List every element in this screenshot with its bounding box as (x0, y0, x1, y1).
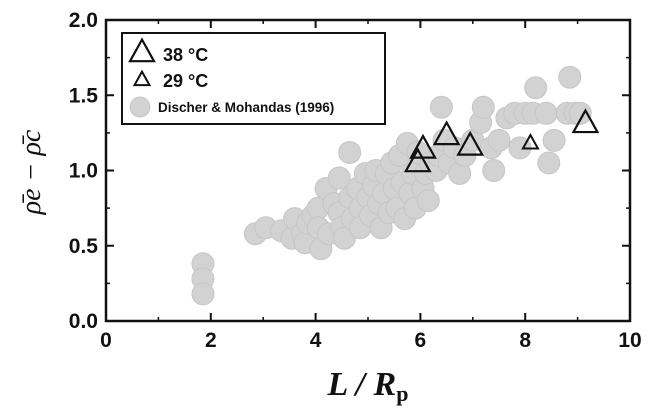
x-tick-label: 4 (310, 329, 322, 352)
data-point-discher-mohandas (542, 128, 566, 152)
y-tick-label: 1.5 (69, 84, 99, 107)
y-tick-label: 1.0 (69, 160, 98, 183)
legend-marker-29c (132, 69, 152, 87)
data-point-29c (521, 132, 540, 150)
data-point-discher-mohandas (537, 151, 561, 175)
y-tick-label: 0.5 (69, 235, 99, 258)
legend: 38 °C 29 °C Discher & Mohandas (1996) (121, 32, 386, 125)
data-point-discher-mohandas (482, 159, 506, 182)
data-point-discher-mohandas (524, 76, 548, 100)
legend-box (121, 32, 386, 125)
legend-marker-38c (128, 37, 156, 63)
data-point-discher-mohandas (416, 189, 440, 213)
x-tick-label: 6 (415, 329, 427, 352)
data-point-discher-mohandas (191, 282, 215, 306)
x-axis-label: L / Rp (327, 366, 409, 406)
x-tick-label: 8 (519, 329, 531, 352)
data-point-discher-mohandas (327, 166, 351, 190)
data-point-38c (571, 108, 600, 134)
data-point-discher-mohandas (487, 128, 511, 152)
axis-labels: L / Rp ρ̄e − ρ̄c (16, 129, 408, 406)
legend-label-29c: 29 °C (163, 71, 208, 91)
data-point-discher-mohandas (534, 101, 558, 125)
y-tick-label: 0.0 (69, 310, 98, 333)
legend-label-38c: 38 °C (163, 45, 208, 65)
data-point-discher-mohandas (338, 140, 362, 164)
x-tick-label: 0 (100, 329, 112, 352)
legend-marker-discher-mohandas (129, 96, 151, 118)
data-point-discher-mohandas (471, 95, 495, 119)
data-point-discher-mohandas (558, 65, 582, 89)
data-point-38c (456, 130, 485, 156)
ticks-layer: 0 2 4 6 8 10 0.0 0.5 1.0 1.5 2.0 (69, 9, 642, 352)
data-point-38c (432, 120, 461, 146)
y-axis-label: ρ̄e − ρ̄c (16, 129, 47, 215)
legend-label-discher-mohandas: Discher & Mohandas (1996) (158, 100, 334, 115)
x-tick-label: 2 (205, 329, 217, 352)
data-layer (191, 65, 600, 306)
data-point-38c (403, 147, 432, 173)
x-tick-label: 10 (618, 329, 641, 352)
data-point-38c (409, 133, 437, 159)
y-tick-label: 2.0 (69, 9, 98, 32)
data-point-discher-mohandas (568, 101, 592, 125)
data-point-discher-mohandas (429, 95, 453, 119)
